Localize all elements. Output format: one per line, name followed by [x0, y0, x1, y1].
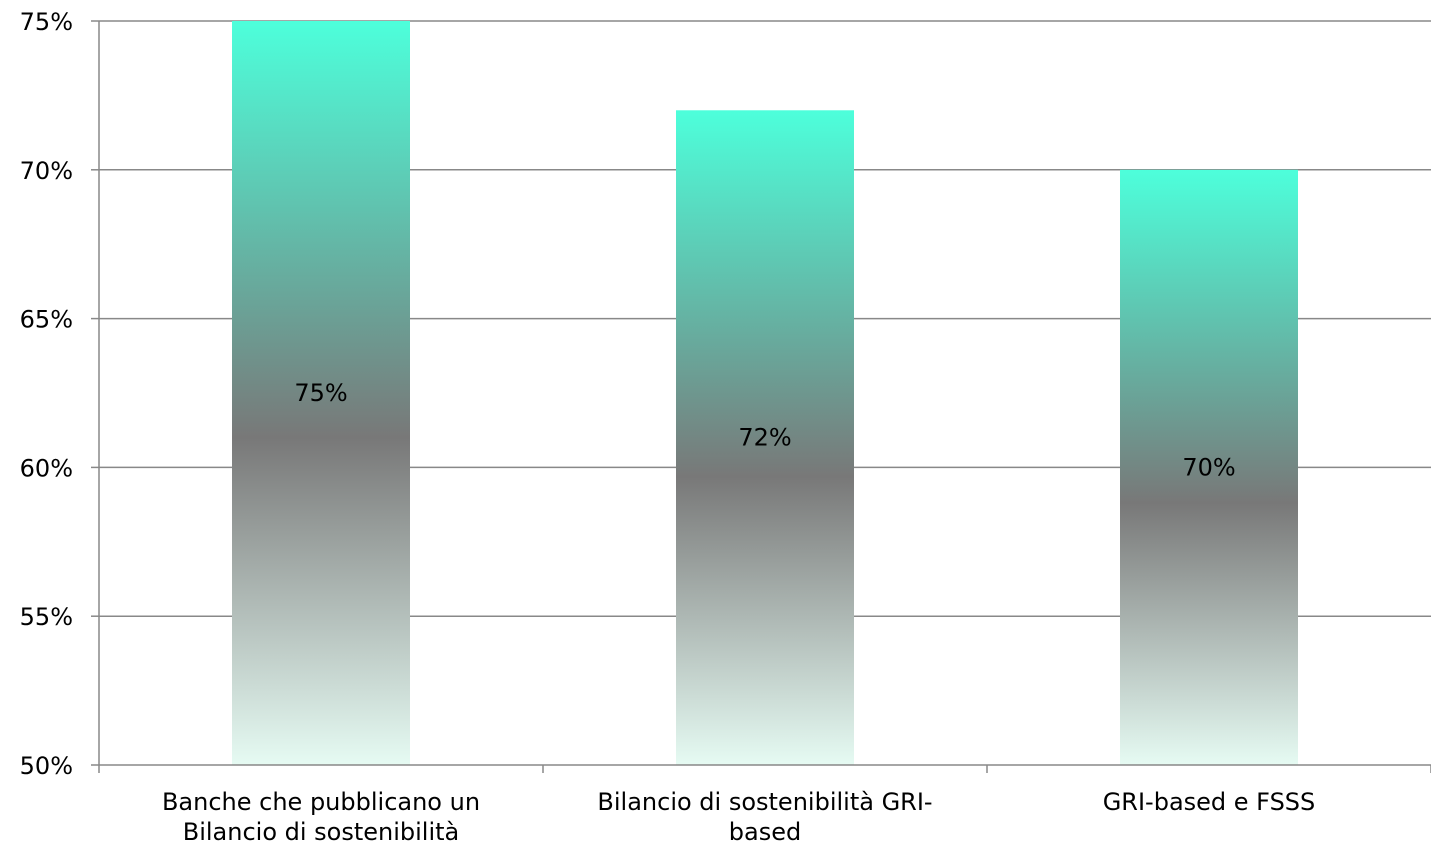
bars [232, 21, 1298, 766]
y-tick-label: 75% [20, 8, 73, 36]
x-tick-label: based [729, 818, 801, 841]
bar [1120, 169, 1298, 766]
y-tick-label: 60% [20, 454, 73, 482]
x-tick-label: Bilancio di sostenibilità GRI- [597, 788, 932, 816]
x-tick-label: Banche che pubblicano un [162, 788, 480, 816]
bar [676, 110, 854, 765]
axes [91, 20, 1431, 773]
labels: 50% 55% 60% 65% 70% 75% 75% 72% 70% Banche che pu… [20, 8, 1316, 845]
data-label: 72% [738, 424, 791, 452]
y-tick-label: 70% [20, 157, 73, 185]
bar [232, 21, 410, 765]
data-label: 75% [294, 379, 347, 407]
data-label: 70% [1182, 453, 1235, 481]
y-tick-label: 55% [20, 603, 73, 631]
x-tick-label: GRI-based e FSSS [1103, 788, 1316, 816]
y-tick-label: 65% [20, 306, 73, 334]
x-tick-label: Bilancio di sostenibilità [183, 818, 460, 841]
y-tick-label: 50% [20, 752, 73, 780]
